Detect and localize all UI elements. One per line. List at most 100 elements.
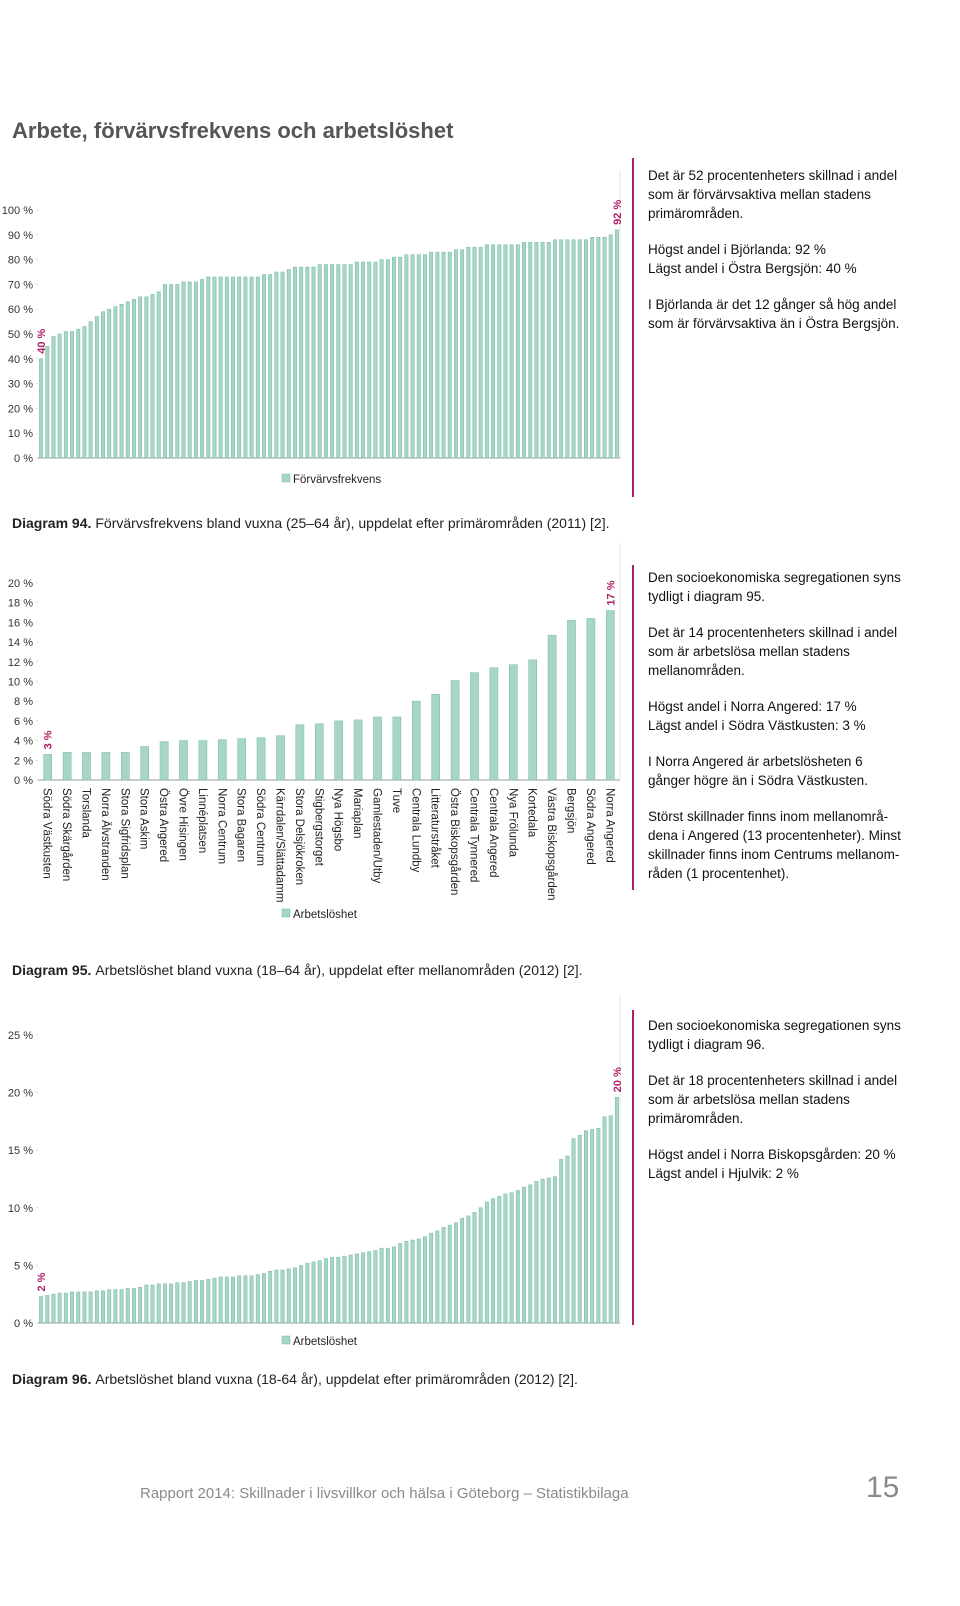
caption-label: Diagram 96. bbox=[12, 1371, 91, 1387]
x-tick-label: Södra Skärgården bbox=[60, 788, 72, 881]
bar bbox=[218, 276, 223, 459]
bar bbox=[132, 299, 136, 459]
x-tick-label: Västra Biskopsgården bbox=[545, 788, 557, 901]
bar bbox=[546, 241, 551, 459]
x-tick-label: Norra Älvstranden bbox=[99, 788, 111, 881]
bar bbox=[411, 700, 421, 781]
bar bbox=[509, 1192, 514, 1324]
x-tick-label: Nya Högsbo bbox=[332, 788, 344, 851]
bar bbox=[107, 308, 112, 459]
bar bbox=[373, 716, 382, 781]
bar bbox=[198, 740, 208, 781]
bar bbox=[218, 1276, 223, 1324]
bar bbox=[224, 1276, 229, 1324]
bar bbox=[51, 1293, 56, 1324]
y-tick-label: 0 % bbox=[14, 453, 33, 465]
bar bbox=[63, 1292, 68, 1324]
bar bbox=[453, 249, 458, 459]
bar bbox=[404, 254, 409, 459]
bar bbox=[268, 1270, 273, 1324]
x-tick-label: Nya Frölunda bbox=[506, 788, 518, 858]
bar bbox=[317, 1260, 322, 1324]
bar bbox=[571, 1138, 576, 1324]
note-line: primärområden. bbox=[648, 206, 743, 221]
bar bbox=[280, 1269, 285, 1324]
y-tick-label: 10 % bbox=[8, 1203, 33, 1215]
bar bbox=[212, 1277, 217, 1324]
bar bbox=[317, 264, 322, 459]
bar bbox=[314, 723, 324, 781]
x-tick-label: Torslanda bbox=[80, 788, 92, 838]
value-label: 17 % bbox=[605, 580, 617, 605]
y-tick-label: 2 % bbox=[14, 755, 33, 767]
bar bbox=[385, 259, 390, 459]
bar bbox=[39, 1296, 44, 1324]
value-label: 20 % bbox=[612, 1067, 624, 1092]
bar bbox=[125, 301, 130, 459]
y-tick-label: 20 % bbox=[8, 578, 33, 590]
bar bbox=[101, 752, 111, 781]
note-line: dena i Angered (13 procentenheter). Mins… bbox=[648, 828, 901, 843]
note-line: mellanområden. bbox=[648, 663, 745, 678]
bar bbox=[94, 316, 99, 459]
bar bbox=[528, 241, 533, 459]
bar bbox=[107, 1289, 112, 1324]
y-tick-label: 50 % bbox=[8, 329, 33, 341]
bar bbox=[138, 1287, 143, 1324]
x-tick-label: Tuve bbox=[390, 788, 402, 813]
bar bbox=[231, 276, 235, 459]
bar bbox=[534, 241, 539, 459]
note-line: I Norra Angered är arbetslösheten 6 bbox=[648, 754, 863, 769]
value-label: 3 % bbox=[43, 730, 55, 749]
bar bbox=[262, 1273, 266, 1324]
bar bbox=[299, 1265, 304, 1324]
bar bbox=[392, 1246, 396, 1324]
note-line: Den socioekonomiska segregationen syns bbox=[648, 570, 901, 585]
bar bbox=[497, 1196, 502, 1324]
x-tick-label: Gamlestaden/Utby bbox=[371, 788, 383, 883]
bar bbox=[447, 1224, 452, 1324]
bar bbox=[292, 266, 297, 459]
caption: Diagram 95. Arbetslöshet bland vuxna (18–… bbox=[12, 962, 583, 978]
bar bbox=[175, 284, 180, 459]
x-tick-label: Kortedala bbox=[526, 788, 538, 838]
bar bbox=[515, 244, 520, 459]
bar bbox=[508, 664, 518, 781]
note-line: Störst skillnader finns inom mellanområ- bbox=[648, 809, 888, 824]
bar bbox=[503, 1193, 508, 1324]
bar bbox=[299, 266, 304, 459]
bar bbox=[466, 246, 471, 459]
bar bbox=[429, 251, 434, 459]
bar bbox=[120, 752, 130, 781]
bar bbox=[460, 1217, 465, 1324]
bar bbox=[423, 1236, 427, 1324]
bar bbox=[268, 274, 273, 459]
bar bbox=[361, 261, 366, 459]
bar bbox=[193, 1280, 198, 1324]
y-tick-label: 60 % bbox=[8, 304, 33, 316]
x-tick-label: Södra Västkusten bbox=[41, 788, 53, 879]
bar bbox=[583, 1130, 588, 1324]
bar bbox=[169, 1283, 174, 1324]
note-line: Lägst andel i Hjulvik: 2 % bbox=[648, 1166, 799, 1181]
note-line: som är arbetslösa mellan stadens bbox=[648, 1092, 850, 1107]
bar bbox=[348, 264, 353, 459]
bar bbox=[39, 358, 44, 459]
bar bbox=[540, 241, 545, 459]
bar bbox=[330, 264, 335, 459]
bar bbox=[515, 1190, 520, 1324]
bar bbox=[491, 244, 496, 459]
bar bbox=[144, 1284, 149, 1324]
note-line: skillnader finns inom Centrums mellanom- bbox=[648, 847, 899, 862]
bar bbox=[57, 333, 62, 459]
bar bbox=[311, 1261, 316, 1324]
bar bbox=[602, 237, 607, 459]
x-tick-label: Södra Centrum bbox=[254, 788, 266, 866]
bar bbox=[608, 234, 613, 459]
bar bbox=[243, 1275, 248, 1324]
x-tick-label: Stora Delsjökroken bbox=[293, 788, 305, 885]
footer-text: Rapport 2014: Skillnader i livsvillkor o… bbox=[140, 1485, 629, 1502]
bar bbox=[82, 326, 87, 459]
y-tick-label: 80 % bbox=[8, 255, 33, 267]
bar bbox=[559, 239, 564, 459]
